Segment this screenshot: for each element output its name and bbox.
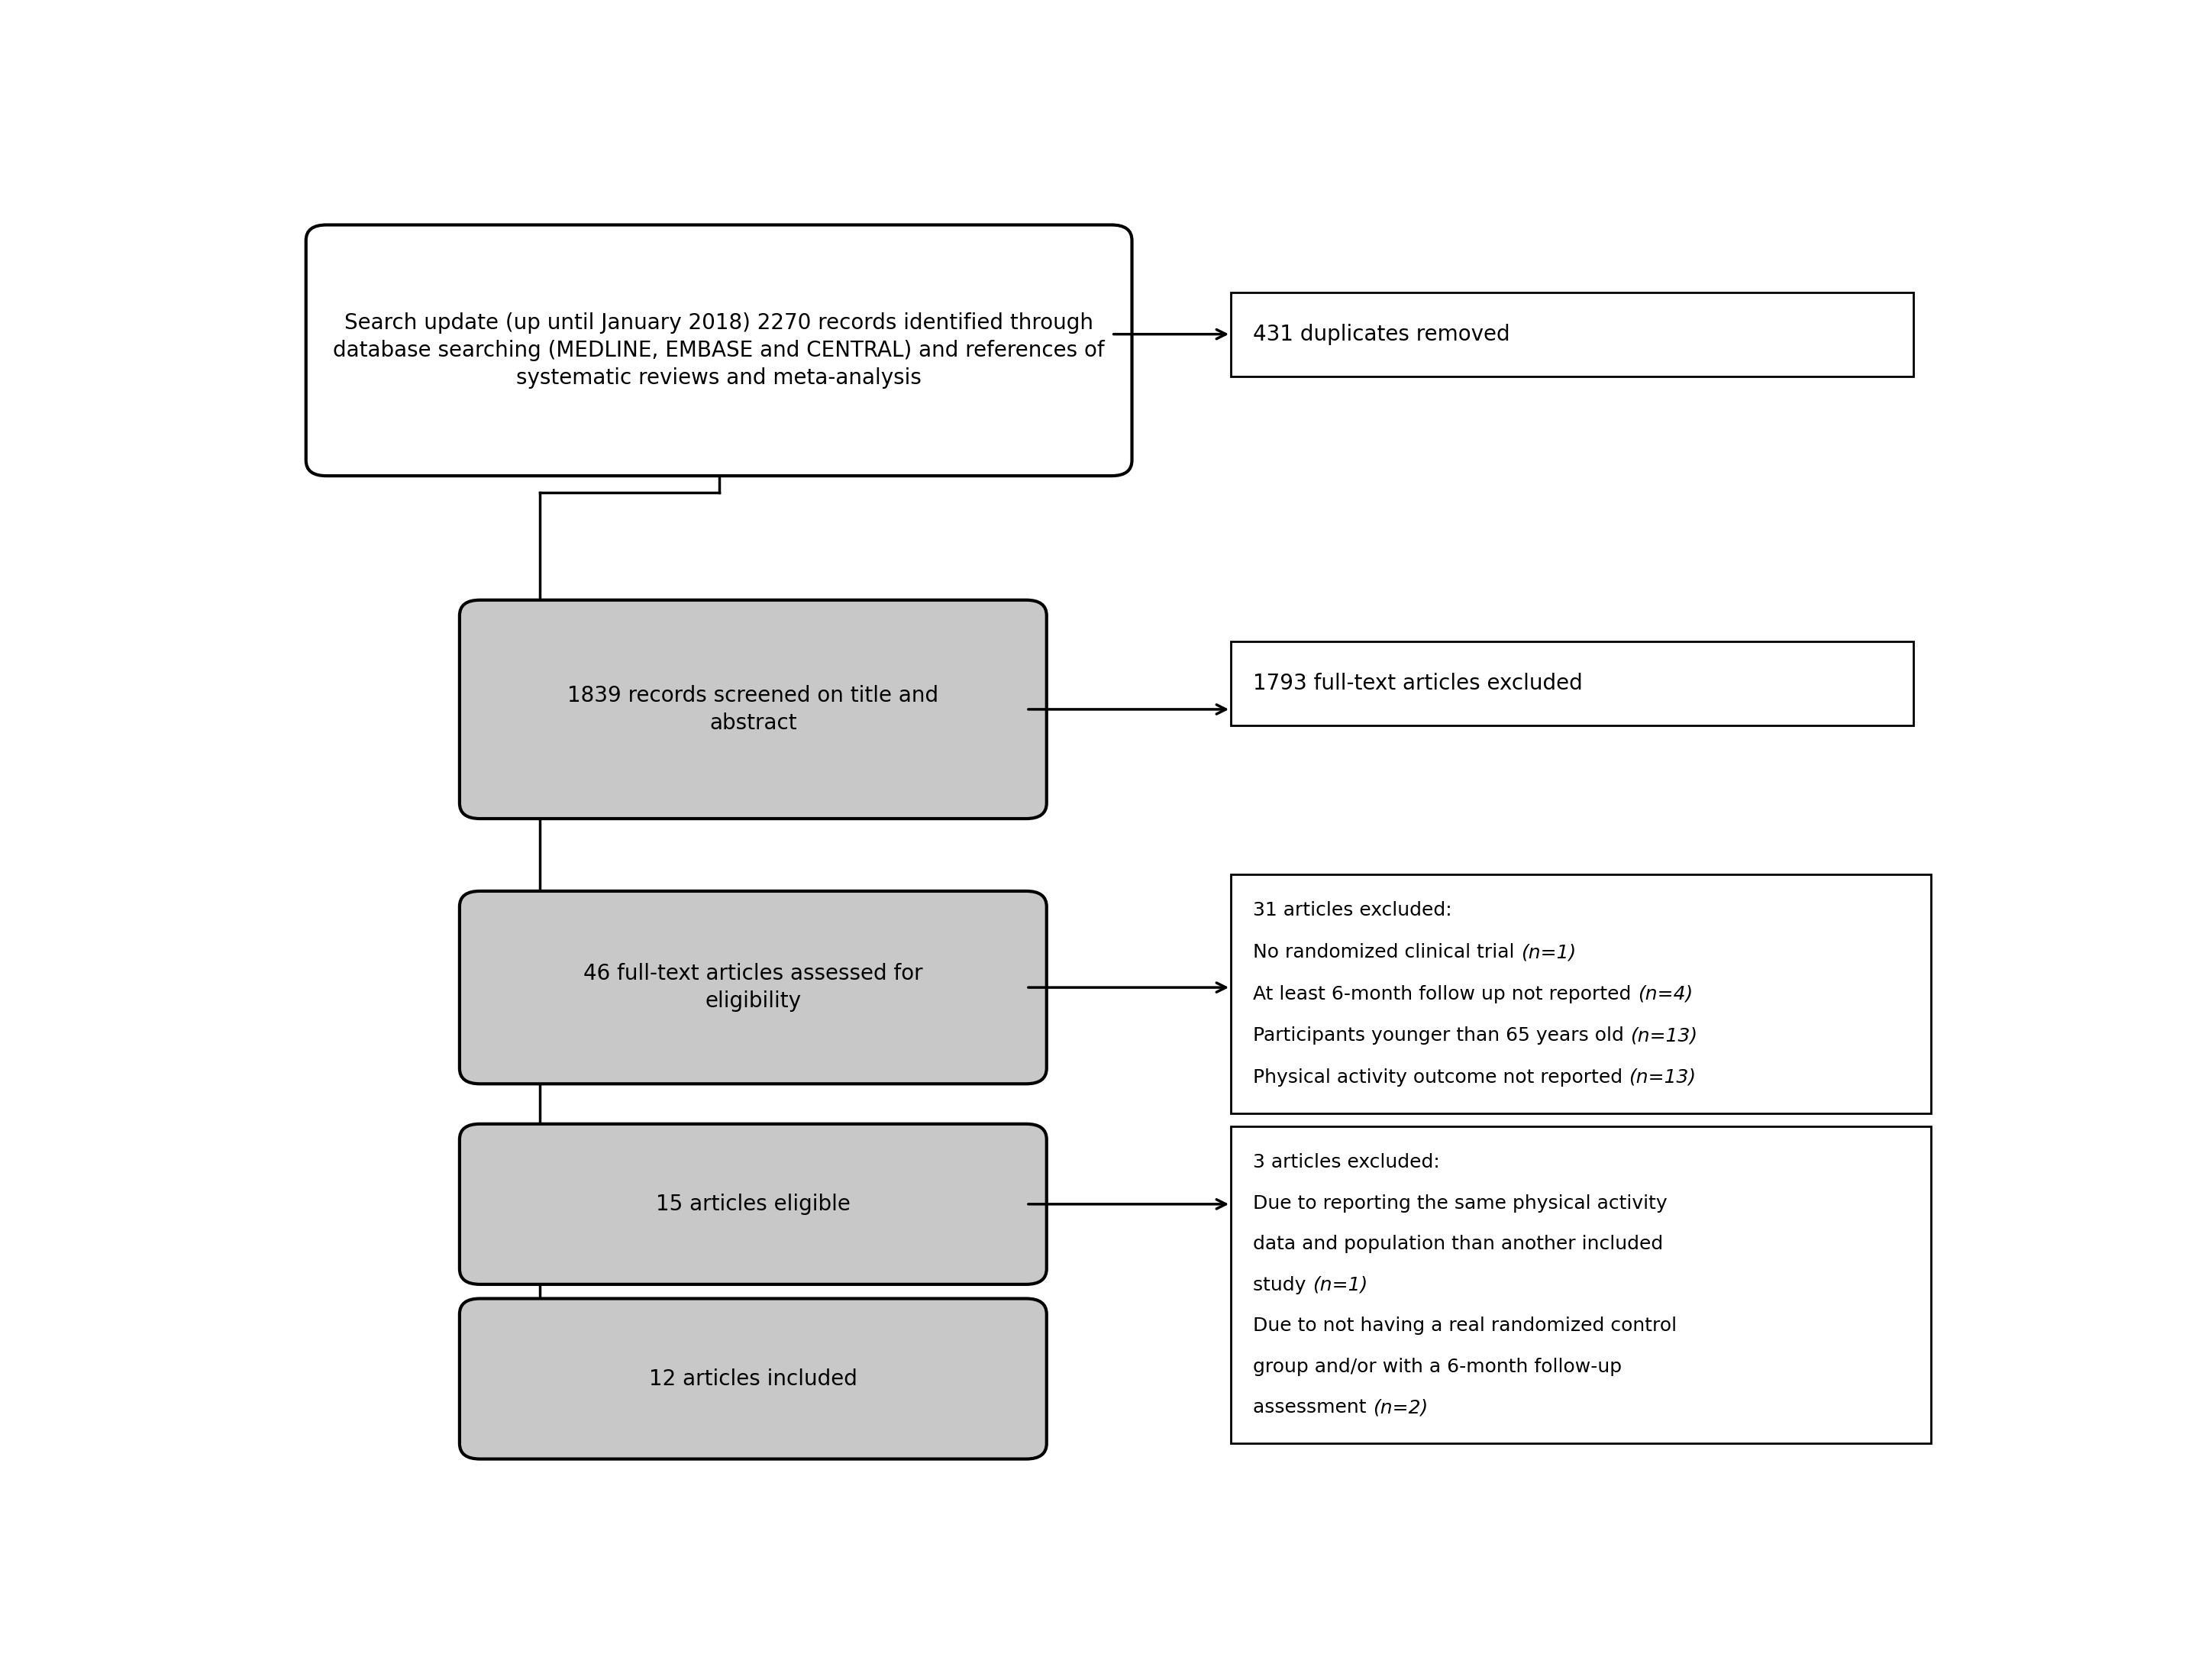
Text: 1839 records screened on title and
abstract: 1839 records screened on title and abstr… (568, 685, 938, 734)
Text: study (n=1): study (n=1) (1253, 1275, 1367, 1294)
Text: Physical activity outcome not reported (n=13): Physical activity outcome not reported (… (1253, 1068, 1696, 1087)
Text: At least 6-month follow up not reported (n=4): At least 6-month follow up not reported … (1253, 984, 1693, 1003)
Text: assessment: assessment (1253, 1398, 1372, 1416)
Text: 46 full-text articles assessed for
eligibility: 46 full-text articles assessed for eligi… (584, 963, 923, 1011)
FancyBboxPatch shape (460, 1124, 1046, 1284)
FancyBboxPatch shape (460, 890, 1046, 1084)
Text: group and/or with a 6-month follow-up: group and/or with a 6-month follow-up (1253, 1357, 1623, 1376)
Text: study: study (1253, 1275, 1312, 1294)
Text: 15 articles eligible: 15 articles eligible (656, 1193, 850, 1215)
Bar (1231, 1127, 1931, 1443)
Bar (1231, 642, 1914, 726)
Bar (1231, 292, 1914, 376)
Text: data and population than another included: data and population than another include… (1253, 1235, 1663, 1253)
Text: No randomized clinical trial: No randomized clinical trial (1253, 942, 1522, 961)
Text: 12 articles included: 12 articles included (650, 1368, 857, 1389)
Text: (n=4): (n=4) (1638, 984, 1693, 1003)
Text: Participants younger than 65 years old (n=13): Participants younger than 65 years old (… (1253, 1026, 1698, 1045)
Text: 1793 full-text articles excluded: 1793 full-text articles excluded (1253, 672, 1583, 694)
FancyBboxPatch shape (460, 1299, 1046, 1458)
Text: 31 articles excluded:: 31 articles excluded: (1253, 902, 1451, 919)
FancyBboxPatch shape (460, 600, 1046, 818)
Text: (n=1): (n=1) (1522, 942, 1577, 961)
FancyBboxPatch shape (306, 225, 1132, 475)
Text: Participants younger than 65 years old: Participants younger than 65 years old (1253, 1026, 1629, 1045)
Text: No randomized clinical trial (n=1): No randomized clinical trial (n=1) (1253, 942, 1577, 961)
Text: 431 duplicates removed: 431 duplicates removed (1253, 324, 1511, 344)
Text: (n=13): (n=13) (1629, 1026, 1698, 1045)
Text: Search update (up until January 2018) 2270 records identified through
database s: Search update (up until January 2018) 22… (333, 312, 1105, 388)
Bar (1231, 874, 1931, 1114)
Text: (n=1): (n=1) (1312, 1275, 1367, 1294)
Text: (n=13): (n=13) (1629, 1068, 1696, 1087)
Text: 3 articles excluded:: 3 articles excluded: (1253, 1152, 1440, 1171)
Text: assessment (n=2): assessment (n=2) (1253, 1398, 1427, 1416)
Text: At least 6-month follow up not reported: At least 6-month follow up not reported (1253, 984, 1638, 1003)
Text: Physical activity outcome not reported: Physical activity outcome not reported (1253, 1068, 1629, 1087)
Text: Due to not having a real randomized control: Due to not having a real randomized cont… (1253, 1317, 1678, 1336)
Text: Due to reporting the same physical activity: Due to reporting the same physical activ… (1253, 1194, 1667, 1213)
Text: (n=2): (n=2) (1372, 1398, 1427, 1416)
